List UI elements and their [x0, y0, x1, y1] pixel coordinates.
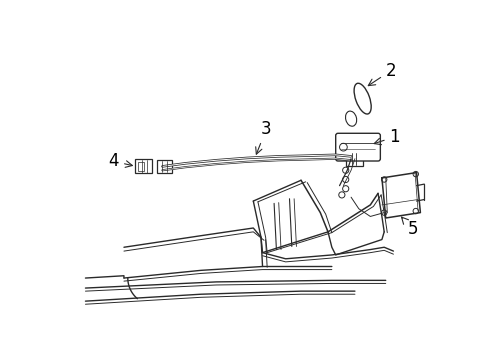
Circle shape [381, 210, 386, 215]
Text: 5: 5 [401, 217, 417, 238]
Text: 3: 3 [255, 120, 271, 154]
Ellipse shape [345, 111, 356, 126]
FancyBboxPatch shape [157, 160, 172, 172]
FancyBboxPatch shape [335, 133, 380, 161]
Circle shape [412, 171, 418, 177]
Circle shape [338, 192, 344, 198]
Circle shape [339, 143, 346, 151]
FancyBboxPatch shape [346, 152, 363, 166]
Circle shape [381, 177, 386, 182]
Circle shape [342, 167, 348, 173]
Ellipse shape [353, 83, 370, 114]
Circle shape [412, 208, 418, 214]
FancyBboxPatch shape [138, 162, 143, 171]
Text: 1: 1 [373, 128, 399, 146]
Circle shape [342, 186, 348, 192]
FancyBboxPatch shape [135, 159, 152, 173]
Text: 4: 4 [108, 152, 132, 170]
Text: 2: 2 [367, 62, 396, 86]
Circle shape [342, 176, 348, 183]
